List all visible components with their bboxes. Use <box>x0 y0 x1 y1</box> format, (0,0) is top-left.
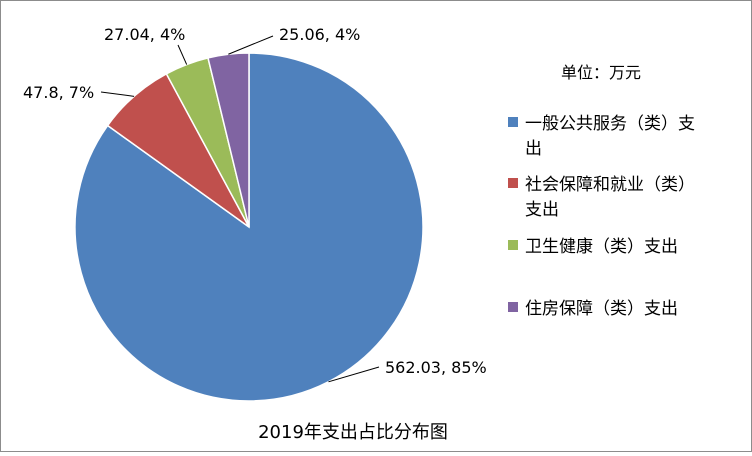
data-label: 47.8, 7% <box>23 83 94 102</box>
leader-line <box>328 366 380 383</box>
legend-swatch <box>508 178 518 188</box>
data-label: 562.03, 85% <box>385 358 487 377</box>
leader-line <box>228 35 274 55</box>
legend-swatch <box>508 240 518 250</box>
data-label: 27.04, 4% <box>104 25 185 44</box>
leader-lines <box>100 35 380 383</box>
leader-line <box>177 44 188 65</box>
legend-label: 住房保障（类）支出 <box>525 299 678 319</box>
legend-swatch <box>508 302 518 312</box>
unit-label: 单位：万元 <box>561 63 641 82</box>
legend: 一般公共服务（类）支出社会保障和就业（类）支出卫生健康（类）支出住房保障（类）支… <box>508 114 695 319</box>
data-labels: 562.03, 85% 47.8, 7% 27.04, 4% 25.06, 4% <box>23 25 487 377</box>
legend-swatch <box>508 117 518 127</box>
legend-label: 卫生健康（类）支出 <box>525 237 678 257</box>
legend-label: 一般公共服务（类）支出 <box>525 114 695 159</box>
legend-label: 社会保障和就业（类）支出 <box>525 175 695 220</box>
pie-slices <box>74 52 424 402</box>
leader-line <box>100 91 135 97</box>
data-label: 25.06, 4% <box>279 25 360 44</box>
chart-title: 2019年支出占比分布图 <box>258 422 448 443</box>
